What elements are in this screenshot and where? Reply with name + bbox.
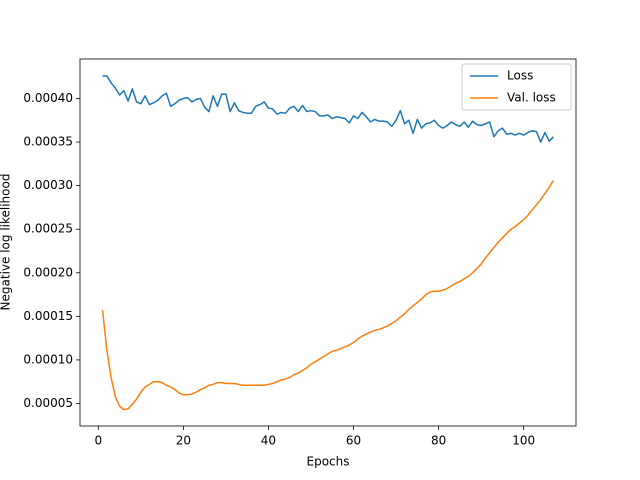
y-tick-label: 0.00010 [23, 352, 73, 366]
data-line [102, 75, 554, 143]
x-axis-label: Epochs [307, 455, 350, 469]
data-line [101, 180, 555, 411]
y-tick-label: 0.00015 [23, 309, 73, 323]
legend-label: Loss [507, 69, 533, 83]
x-tick-label: 100 [512, 434, 535, 448]
y-axis-label: Negative log likelihood [0, 174, 13, 311]
y-tick-label: 0.00005 [23, 396, 73, 410]
y-tick-label: 0.00040 [23, 91, 73, 105]
x-tick-label: 40 [261, 434, 276, 448]
legend: Loss Val. loss [461, 63, 572, 111]
x-tick-label: 80 [431, 434, 446, 448]
x-tick-label: 60 [346, 434, 361, 448]
y-tick-label: 0.00025 [23, 222, 73, 236]
x-tick-label: 20 [176, 434, 191, 448]
axes-frame [79, 58, 577, 427]
legend-label: Val. loss [507, 91, 556, 105]
plot-area [80, 59, 576, 426]
y-tick-label: 0.00030 [23, 178, 73, 192]
x-tick-label: 0 [94, 434, 102, 448]
y-tick-label: 0.00020 [23, 265, 73, 279]
y-tick-label: 0.00035 [23, 135, 73, 149]
